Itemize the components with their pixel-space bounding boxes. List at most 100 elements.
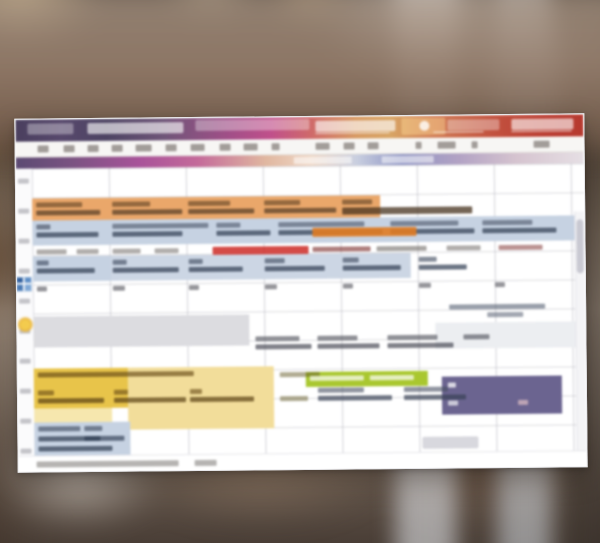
cell-text — [216, 222, 241, 228]
grid-icon[interactable] — [15, 276, 32, 292]
cell-text — [317, 387, 364, 393]
titlebar-item-payment[interactable] — [447, 119, 500, 131]
menu-item-share[interactable] — [415, 141, 422, 149]
row-number[interactable] — [20, 448, 32, 454]
row-number[interactable] — [17, 178, 29, 184]
status-zoom-text[interactable] — [194, 459, 217, 467]
menu-item-form[interactable] — [165, 144, 177, 152]
titlebar-item-document[interactable] — [87, 122, 184, 135]
cell-text — [36, 202, 83, 208]
star-icon[interactable] — [17, 316, 34, 333]
cell-value — [188, 284, 199, 291]
cell-text — [278, 221, 365, 228]
menu-item-tools[interactable] — [315, 142, 330, 150]
cell-text — [264, 258, 285, 264]
row-number[interactable] — [18, 238, 30, 244]
cell-text — [112, 201, 151, 207]
row-number[interactable] — [19, 388, 31, 394]
cell-text — [188, 258, 203, 265]
cell-text — [38, 397, 105, 404]
cell-text — [369, 374, 414, 381]
cell-text — [376, 245, 427, 252]
cell-text — [189, 396, 255, 403]
titlebar-underline-1 — [315, 132, 390, 134]
menu-item-account[interactable] — [533, 140, 550, 148]
titlebar-item-account[interactable] — [511, 118, 574, 130]
status-left-text — [36, 460, 179, 468]
application-window[interactable]: Document Header — [14, 113, 588, 473]
cell-text — [463, 334, 490, 340]
titlebar-underline-2 — [433, 131, 484, 133]
menu-item-page[interactable] — [135, 144, 152, 152]
cell-text — [112, 209, 183, 215]
titlebar-item-subtotal[interactable] — [195, 118, 310, 132]
menu-item-insert[interactable] — [87, 144, 99, 153]
cell-text — [113, 397, 187, 403]
grey-cell-right[interactable] — [435, 321, 582, 349]
cell-text — [264, 200, 301, 206]
menu-item-help[interactable] — [271, 143, 280, 151]
cell-note — [487, 311, 524, 318]
menu-item-file[interactable] — [37, 145, 49, 153]
cell-value — [264, 284, 277, 290]
cell-value — [112, 285, 125, 291]
cell-text — [279, 395, 309, 402]
cell-text — [112, 231, 183, 237]
cell-text — [317, 395, 393, 401]
cell-text — [309, 375, 364, 381]
row-number[interactable] — [18, 208, 30, 214]
cell-text — [76, 248, 99, 255]
cell-value — [418, 282, 431, 288]
menu-item-data[interactable] — [190, 143, 205, 152]
cell-text — [154, 248, 179, 254]
avatar-icon[interactable] — [419, 120, 430, 131]
cell-text — [387, 334, 438, 341]
menu-item-macro[interactable] — [343, 142, 355, 150]
cell-text — [188, 200, 231, 207]
accent-label-summary — [293, 156, 352, 165]
cell-text — [113, 389, 128, 395]
cell-text — [36, 249, 67, 255]
menu-item-review[interactable] — [219, 143, 231, 151]
selected-cell[interactable] — [422, 436, 479, 449]
cell-text — [264, 265, 325, 272]
accent-label-details — [381, 155, 434, 164]
cell-text — [317, 335, 358, 341]
titlebar-item-data-info[interactable] — [315, 120, 396, 132]
cell-text — [342, 265, 401, 271]
cell-text — [446, 245, 481, 251]
spreadsheet-grid[interactable] — [15, 163, 587, 473]
cell-text — [482, 219, 533, 226]
row-number[interactable] — [19, 358, 31, 364]
cell-text — [418, 256, 437, 262]
row-number[interactable] — [18, 268, 30, 274]
cell-text — [38, 445, 113, 452]
cell-text — [189, 388, 202, 395]
cell-text — [518, 399, 529, 405]
cell-text — [448, 400, 459, 406]
titlebar-item-overview[interactable] — [27, 123, 74, 135]
cell-text — [36, 224, 51, 230]
scrollbar-thumb[interactable] — [576, 219, 584, 274]
cell-text — [403, 394, 467, 401]
row-number[interactable] — [19, 298, 31, 304]
cell-text — [498, 244, 543, 251]
cell-text — [36, 267, 95, 274]
cell-text — [112, 259, 127, 265]
menu-item-export[interactable] — [437, 141, 456, 149]
cell-note — [449, 303, 546, 310]
menu-item-view[interactable] — [243, 143, 258, 151]
grey-block-left[interactable] — [33, 314, 250, 348]
orange-heading-text — [312, 226, 417, 237]
menu-item-draw[interactable] — [111, 144, 123, 152]
cell-text — [36, 260, 49, 266]
cell-text — [36, 231, 99, 238]
menu-item-home[interactable] — [63, 145, 75, 153]
cell-text — [418, 264, 467, 270]
cell-text — [38, 426, 81, 432]
menu-item-print[interactable] — [471, 141, 478, 149]
cell-text — [84, 425, 103, 432]
menu-item-addins[interactable] — [367, 142, 379, 150]
row-number[interactable] — [20, 418, 32, 424]
vertical-scrollbar[interactable] — [574, 211, 587, 452]
